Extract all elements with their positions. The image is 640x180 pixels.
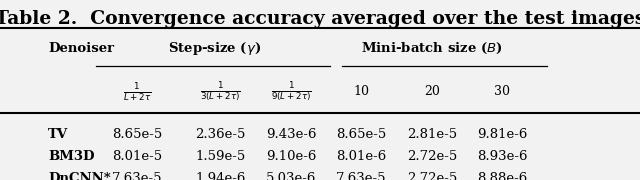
Text: 2.72e-5: 2.72e-5 <box>407 172 457 180</box>
Text: DnCNN*: DnCNN* <box>48 172 111 180</box>
Text: $\frac{1}{9(L+2\tau)}$: $\frac{1}{9(L+2\tau)}$ <box>271 80 312 104</box>
Text: 8.65e-5: 8.65e-5 <box>337 128 387 141</box>
Text: TV: TV <box>48 128 68 141</box>
Text: 2.72e-5: 2.72e-5 <box>407 150 457 163</box>
Text: 9.43e-6: 9.43e-6 <box>266 128 316 141</box>
Text: 7.63e-5: 7.63e-5 <box>113 172 163 180</box>
Text: 20: 20 <box>424 85 440 98</box>
Text: Step-size ($\gamma$): Step-size ($\gamma$) <box>168 40 261 57</box>
Text: 8.88e-6: 8.88e-6 <box>477 172 527 180</box>
Text: 1.59e-5: 1.59e-5 <box>196 150 246 163</box>
Text: 8.01e-5: 8.01e-5 <box>113 150 163 163</box>
Text: BM3D: BM3D <box>48 150 95 163</box>
Text: Denoiser: Denoiser <box>48 42 114 55</box>
Text: 10: 10 <box>353 85 370 98</box>
Text: 2.36e-5: 2.36e-5 <box>196 128 246 141</box>
Text: 8.65e-5: 8.65e-5 <box>113 128 163 141</box>
Text: $\frac{1}{L+2\tau}$: $\frac{1}{L+2\tau}$ <box>124 81 152 103</box>
Text: 5.03e-6: 5.03e-6 <box>266 172 316 180</box>
Text: 2.81e-5: 2.81e-5 <box>407 128 457 141</box>
Text: $\frac{1}{3(L+2\tau)}$: $\frac{1}{3(L+2\tau)}$ <box>200 80 241 104</box>
Text: 7.63e-5: 7.63e-5 <box>337 172 387 180</box>
Text: 8.01e-6: 8.01e-6 <box>337 150 387 163</box>
Text: 1.94e-6: 1.94e-6 <box>196 172 246 180</box>
Text: 9.81e-6: 9.81e-6 <box>477 128 527 141</box>
Text: Table 2.  Convergence accuracy averaged over the test images: Table 2. Convergence accuracy averaged o… <box>0 10 640 28</box>
Text: 30: 30 <box>495 85 511 98</box>
Text: 9.10e-6: 9.10e-6 <box>266 150 316 163</box>
Text: 8.93e-6: 8.93e-6 <box>477 150 527 163</box>
Text: Mini-batch size ($B$): Mini-batch size ($B$) <box>361 41 503 56</box>
